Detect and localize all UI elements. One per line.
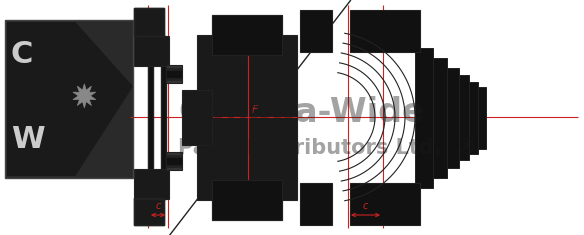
- Text: W: W: [11, 125, 44, 154]
- Bar: [166, 70, 182, 78]
- Bar: [212, 15, 282, 55]
- Bar: [134, 169, 169, 199]
- Bar: [5, 20, 133, 178]
- Bar: [212, 15, 282, 55]
- Bar: [134, 198, 164, 225]
- Bar: [447, 68, 459, 168]
- Bar: [197, 35, 297, 200]
- Text: c: c: [363, 201, 368, 211]
- Bar: [166, 157, 182, 165]
- Bar: [5, 20, 133, 178]
- Bar: [134, 8, 164, 36]
- Text: F: F: [252, 105, 258, 115]
- Bar: [415, 48, 433, 188]
- Bar: [134, 36, 169, 66]
- Text: Parts Distributors Ltd.  ®: Parts Distributors Ltd. ®: [178, 138, 477, 158]
- Bar: [182, 90, 212, 145]
- Bar: [478, 87, 486, 149]
- Text: C: C: [11, 40, 33, 69]
- Bar: [212, 180, 282, 220]
- Bar: [134, 8, 164, 36]
- Bar: [433, 58, 447, 178]
- Bar: [166, 68, 182, 80]
- Bar: [300, 183, 332, 225]
- Bar: [469, 82, 478, 154]
- Bar: [166, 65, 182, 83]
- Bar: [459, 75, 469, 160]
- Bar: [134, 198, 164, 225]
- Bar: [350, 10, 420, 52]
- Text: Canada-Wide: Canada-Wide: [178, 95, 425, 129]
- Bar: [166, 152, 182, 170]
- Polygon shape: [73, 84, 96, 108]
- Bar: [212, 180, 282, 220]
- Bar: [161, 36, 166, 199]
- Bar: [300, 10, 332, 52]
- Polygon shape: [7, 22, 133, 176]
- Bar: [350, 183, 420, 225]
- Bar: [148, 36, 153, 199]
- Bar: [166, 155, 182, 167]
- Text: c: c: [155, 201, 161, 211]
